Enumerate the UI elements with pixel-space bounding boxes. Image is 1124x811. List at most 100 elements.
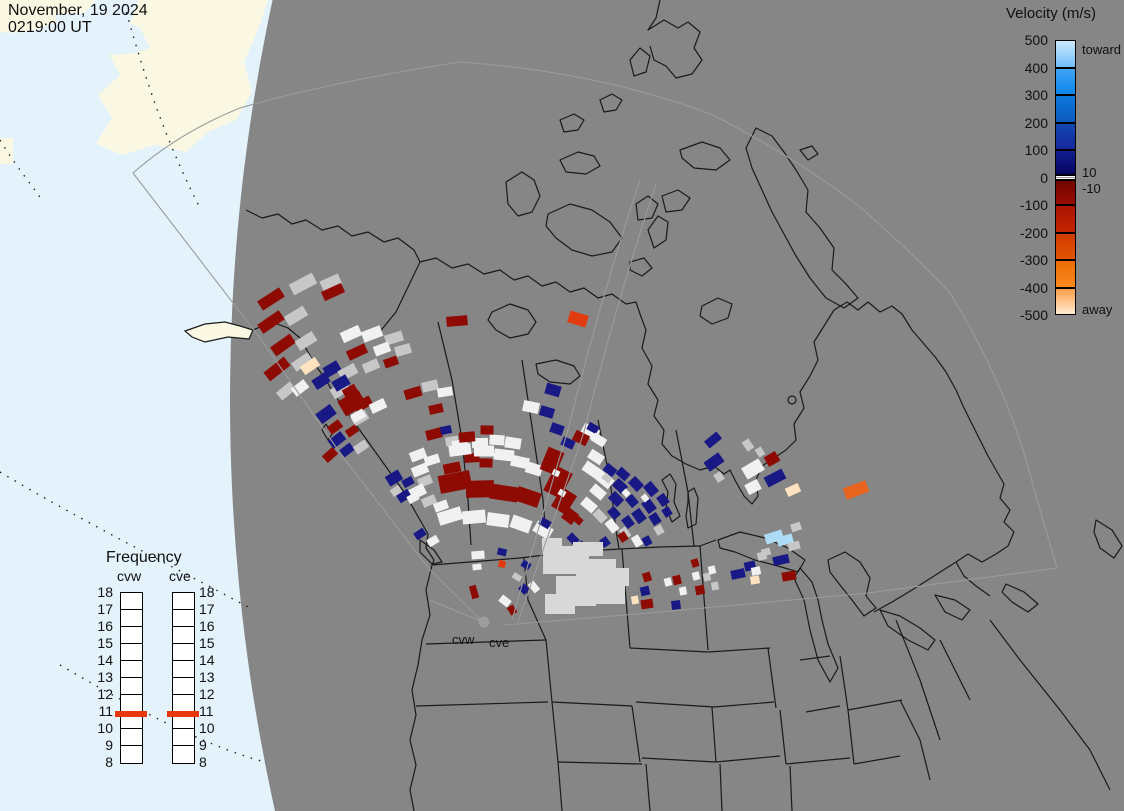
lake-huron xyxy=(827,551,877,617)
echo-cell xyxy=(436,386,454,398)
echo-cell xyxy=(604,518,620,534)
ellesmere-island xyxy=(647,0,703,79)
echo-cell xyxy=(511,572,523,582)
echo-cell xyxy=(472,563,482,571)
echo-cell xyxy=(572,514,584,526)
echo-cell xyxy=(458,431,476,443)
echo-cell xyxy=(497,559,507,569)
echo-cell xyxy=(426,534,440,548)
echo-cell xyxy=(599,536,611,548)
echo-cell xyxy=(383,330,405,346)
echo-cell xyxy=(493,448,515,462)
echo-cell xyxy=(496,547,508,557)
small-lake xyxy=(787,395,797,405)
echo-cell xyxy=(542,538,562,552)
echo-cell xyxy=(428,403,444,415)
echo-cell xyxy=(772,553,790,567)
echo-cell xyxy=(750,566,762,576)
echo-cell xyxy=(702,572,712,582)
echo-cell xyxy=(326,419,344,435)
echo-cell xyxy=(509,514,533,534)
echo-cell xyxy=(707,565,717,575)
arctic-and-east-coast xyxy=(245,209,1015,597)
map-projection-disc xyxy=(230,0,1124,811)
echo-cell xyxy=(436,506,464,526)
echo-cell xyxy=(557,488,567,498)
radar-echo-cells xyxy=(257,272,870,616)
fov-bottom-edge xyxy=(504,567,1058,626)
echo-cell xyxy=(630,595,640,605)
great-slave-lake xyxy=(535,359,581,385)
echo-cell xyxy=(640,598,654,610)
us-west-coast xyxy=(409,564,433,811)
echo-cell xyxy=(592,508,608,524)
echo-cell xyxy=(581,460,603,480)
echo-cell xyxy=(545,594,575,614)
lake-manitoba xyxy=(685,487,699,529)
echo-cell xyxy=(763,450,781,468)
echo-cell xyxy=(580,496,598,514)
echo-cell xyxy=(257,310,285,334)
echo-cell xyxy=(538,405,556,419)
echo-cell xyxy=(763,468,787,488)
eastern-state-borders xyxy=(785,619,1111,791)
echo-cell xyxy=(504,436,522,450)
echo-cell xyxy=(514,486,542,508)
graticule-parallel-2 xyxy=(0,471,249,608)
echo-cell xyxy=(322,360,342,378)
plains-state-borders xyxy=(621,545,793,811)
echo-cell xyxy=(690,558,700,568)
radar-fov-lines xyxy=(132,61,1058,626)
echo-cell xyxy=(703,431,723,449)
echo-cell xyxy=(311,372,331,390)
echo-cell xyxy=(754,446,766,458)
somerset-island xyxy=(661,189,691,213)
echo-cell xyxy=(413,527,427,541)
echo-cell xyxy=(486,512,510,528)
echo-cell xyxy=(288,272,318,296)
echo-cell xyxy=(341,383,359,399)
echo-cell xyxy=(423,453,441,467)
echo-cell xyxy=(290,352,314,372)
echo-cell xyxy=(468,584,480,600)
echo-cell xyxy=(479,458,493,468)
echo-cell xyxy=(384,469,404,487)
echo-cell xyxy=(670,599,682,611)
victoria-island xyxy=(545,203,623,257)
echo-cell xyxy=(672,574,682,586)
outside-landmass xyxy=(0,0,268,164)
echo-cell xyxy=(606,505,622,521)
echo-cell xyxy=(406,491,420,505)
echo-cell xyxy=(653,524,665,536)
fov-left-radial xyxy=(132,172,484,623)
dotted-graticule xyxy=(0,3,266,763)
echo-cell xyxy=(471,550,485,560)
echo-cell xyxy=(543,465,573,499)
echo-cell xyxy=(589,483,607,501)
arctic-islet-2 xyxy=(599,93,623,113)
echo-cell xyxy=(337,389,367,417)
echo-cell xyxy=(446,315,468,327)
echo-cell xyxy=(607,490,625,508)
echo-cell xyxy=(320,282,346,302)
arctic-islet-1 xyxy=(559,113,585,133)
echo-cell xyxy=(741,438,755,452)
echo-cell xyxy=(621,514,635,530)
echo-cell xyxy=(339,442,355,458)
echo-cell xyxy=(344,424,360,438)
prince-of-wales-island xyxy=(635,195,659,221)
echo-cell xyxy=(640,493,650,503)
echo-cell xyxy=(787,540,801,552)
fov-near-radar-edge xyxy=(429,599,484,623)
echo-cell xyxy=(299,356,321,376)
echo-cell xyxy=(617,531,629,543)
newfoundland xyxy=(1093,519,1123,559)
echo-cell xyxy=(615,466,631,482)
echo-cell xyxy=(283,305,309,327)
echo-cell xyxy=(663,577,673,587)
yukon-border xyxy=(377,261,421,335)
echo-cell xyxy=(442,461,462,475)
echo-cell xyxy=(352,439,370,455)
echo-cell xyxy=(756,551,768,561)
echo-cell xyxy=(368,398,388,414)
